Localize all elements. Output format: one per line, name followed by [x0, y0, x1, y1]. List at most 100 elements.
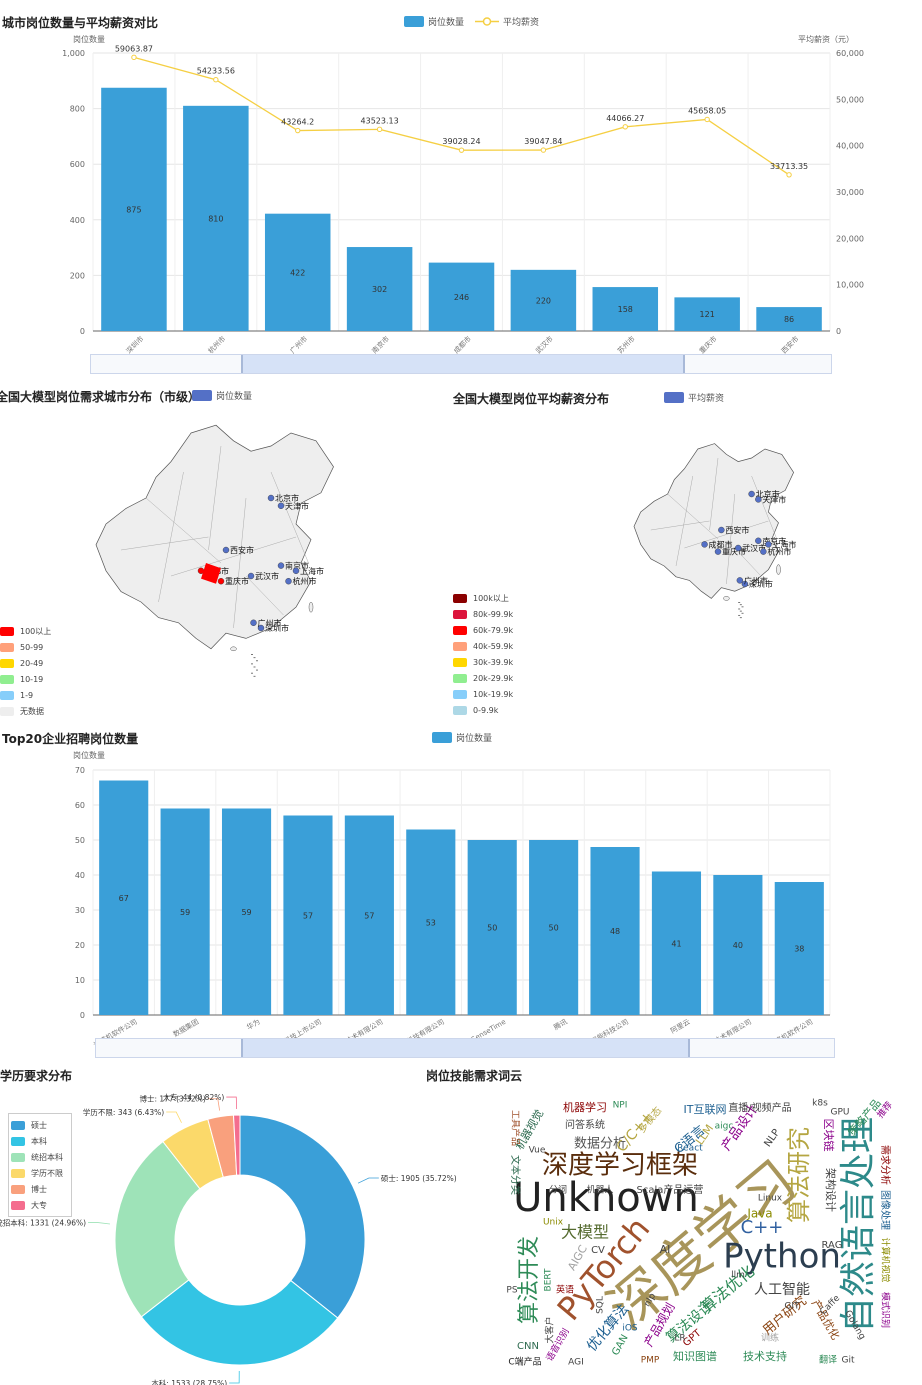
map1-legend-item[interactable]: 100以上: [0, 623, 51, 639]
wordcloud-word: 数据分析: [574, 1137, 626, 1152]
map2-legend-item[interactable]: 80k-99.9k: [453, 606, 513, 622]
chart2-bar-value-label: 57: [303, 911, 313, 920]
map2-legend-item[interactable]: 100k以上: [453, 590, 513, 606]
map2-legend-text: 40k-59.9k: [473, 641, 514, 651]
map1-legend[interactable]: 岗位数量: [192, 389, 252, 402]
wordcloud-word: LR: [674, 1334, 685, 1344]
map1-city-label: 深圳市: [265, 623, 289, 633]
chart1-salary-point: [786, 172, 792, 178]
map1-city-marker: [222, 546, 230, 554]
pie-legend-item[interactable]: 硕士: [11, 1117, 63, 1133]
map1-legend-color: [0, 674, 14, 684]
map1-legend-item[interactable]: 20-49: [0, 655, 51, 671]
chart1-legend-salary-label: 平均薪资: [503, 18, 540, 28]
chart1-xtick-label: 成都市: [452, 334, 473, 355]
chart1-datazoom-slider[interactable]: [90, 354, 832, 374]
pie-legend-item[interactable]: 统招本科: [11, 1149, 63, 1165]
chart2-bar: [344, 815, 394, 1015]
wordcloud-word: AI: [660, 1243, 671, 1256]
wordcloud-word: PS: [506, 1286, 517, 1296]
map1-title: 全国大模型岗位需求城市分布（市级）: [0, 390, 201, 404]
map2-legend-color: [453, 673, 467, 683]
map1-legend-item[interactable]: 10-19: [0, 671, 51, 687]
map2-island: [739, 604, 742, 606]
map2-legend-item[interactable]: 60k-79.9k: [453, 622, 513, 638]
map2-province-border: [684, 520, 769, 549]
wordcloud-word: RAG: [822, 1240, 843, 1251]
pie-label-leader: [229, 1370, 240, 1384]
map2-legend[interactable]: 平均薪资: [664, 391, 724, 404]
map2-province-border: [650, 520, 710, 531]
pie-legend-item[interactable]: 学历不限: [11, 1165, 63, 1181]
chart2-legend[interactable]: 岗位数量: [432, 731, 492, 744]
pie-slice: [114, 1140, 201, 1318]
wordcloud-word: 架构设计: [824, 1168, 838, 1212]
chart1-xtick-label: 苏州市: [615, 334, 636, 355]
map1-legend-item[interactable]: 1-9: [0, 687, 51, 703]
map1-visualmap-legend[interactable]: 100以上 50-99 20-49 10-19 1-9 无数据: [0, 623, 51, 719]
chart1-salary-label: 39047.84: [524, 137, 562, 146]
wordcloud-word: GPU: [831, 1108, 850, 1118]
chart1-bar: [428, 262, 495, 331]
chart1-title: 城市岗位数量与平均薪资对比: [2, 16, 159, 30]
map2-legend-item[interactable]: 20k-29.9k: [453, 670, 513, 686]
chart2-bar-value-label: 59: [180, 908, 190, 917]
wordcloud-word: 推荐: [874, 1099, 895, 1121]
city-jobs-salary-panel: 城市岗位数量与平均薪资对比 岗位数量 平均薪资 0 200 400 600 800 1,0…: [0, 0, 922, 380]
pie-legend-color: [11, 1120, 25, 1130]
pie-label-leader: [207, 1098, 221, 1111]
wordcloud-word: llm: [731, 1271, 745, 1281]
map1-legend-item[interactable]: 50-99: [0, 639, 51, 655]
map1-province-border: [145, 497, 222, 564]
map1-legend-item[interactable]: 无数据: [0, 703, 51, 719]
chart1-ytick-label: 200: [70, 271, 85, 280]
wordcloud-word: k8s: [812, 1099, 828, 1109]
map1-island: [253, 666, 256, 668]
chart1-bar-value-label: 302: [372, 285, 387, 294]
map1-island: [251, 663, 253, 665]
chart1-bar-value-label: 422: [290, 268, 305, 277]
map2-legend-text: 60k-79.9k: [473, 625, 514, 635]
chart2-ytick-label: 50: [75, 836, 85, 845]
chart1-xtick-label: 重庆市: [697, 334, 718, 355]
map1-city-label: 武汉市: [255, 571, 279, 581]
chart1-datazoom-selection[interactable]: [241, 355, 685, 373]
chart1-legend[interactable]: 岗位数量 平均薪资: [404, 15, 539, 28]
chart1-salary-label: 45658.05: [688, 106, 726, 115]
chart1-ytick-right-label: 30,000: [836, 188, 864, 197]
pie-legend-item[interactable]: 博士: [11, 1181, 63, 1197]
pie-legend-text: 博士: [31, 1184, 47, 1194]
map2-legend-item[interactable]: 0-9.9k: [453, 702, 513, 718]
chart2-bar: [160, 808, 210, 1015]
pie-legend-item[interactable]: 本科: [11, 1133, 63, 1149]
chart2-datazoom-slider[interactable]: [95, 1038, 835, 1058]
chart2-bar-value-label: 38: [794, 945, 804, 954]
city-distribution-map-panel: 全国大模型岗位需求城市分布（市级） 岗位数量 北京市天津市西安市成都市重庆市武汉…: [0, 380, 450, 720]
chart2-bar-value-label: 48: [610, 927, 620, 936]
pie-legend[interactable]: 硕士 本科 统招本科 学历不限博士大专: [8, 1113, 72, 1217]
map2-province-border: [675, 475, 693, 567]
chart2-xtick-label: 华为: [245, 1017, 262, 1032]
pie-legend-item[interactable]: 大专: [11, 1197, 63, 1213]
chart1-salary-point: [131, 54, 137, 61]
map2-legend-item[interactable]: 30k-39.9k: [453, 654, 513, 670]
map2-legend-color: [453, 657, 467, 667]
map2-legend-item[interactable]: 10k-19.9k: [453, 686, 513, 702]
wordcloud-word: iOS: [622, 1324, 638, 1334]
chart1-ytick-label: 600: [70, 160, 85, 169]
wordcloud-word: 算法研究: [785, 1127, 813, 1223]
chart1-left-axis-name: 岗位数量: [73, 34, 105, 44]
wordcloud-word: GAN: [610, 1333, 631, 1358]
map2-visualmap-legend[interactable]: 100k以上 80k-99.9k 60k-79.9k 40k-59.9k 30k-39.…: [453, 590, 513, 718]
map2-legend-item[interactable]: 40k-59.9k: [453, 638, 513, 654]
wordcloud-word: 多模态: [635, 1104, 664, 1135]
chart1-ytick-right-label: 20,000: [836, 234, 864, 243]
chart1-bar: [346, 247, 413, 331]
wordcloud-word: 问答系统: [565, 1118, 605, 1131]
chart2-datazoom-selection[interactable]: [241, 1039, 690, 1057]
chart2-bar: [713, 875, 763, 1015]
chart1-right-axis-name: 平均薪资（元）: [798, 34, 854, 44]
map2-city-marker: [714, 548, 722, 555]
